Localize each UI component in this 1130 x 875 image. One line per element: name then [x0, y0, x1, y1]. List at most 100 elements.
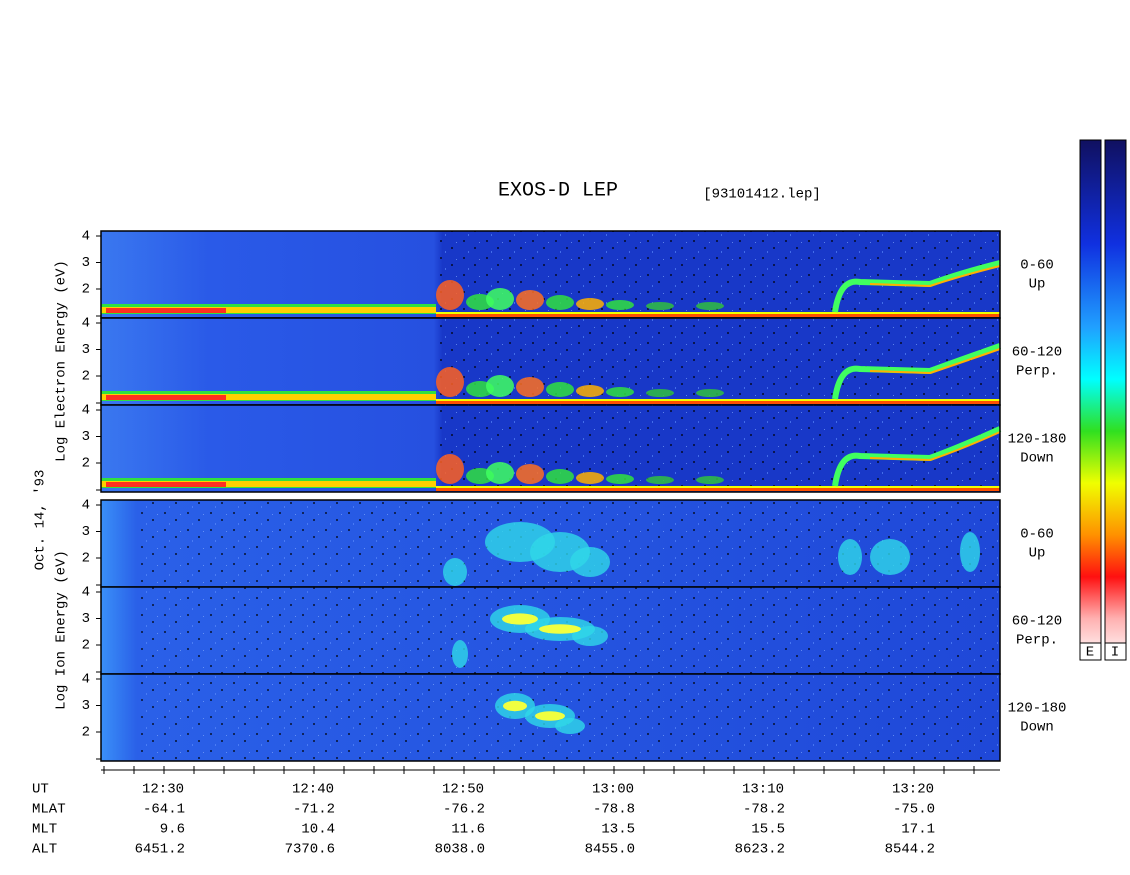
y-tick-label: 3: [82, 698, 90, 714]
row-value: 13:00: [592, 782, 634, 798]
y-tick-label: 2: [82, 369, 90, 385]
row-value: -64.1: [143, 802, 185, 818]
axis-label: Log Ion Energy (eV): [54, 550, 70, 710]
flux-band: [106, 482, 226, 487]
row-value: 12:30: [142, 782, 184, 798]
flux-patch: [870, 539, 910, 575]
flux-band: [101, 394, 436, 400]
colorbar-ion: [1104, 139, 1127, 661]
row-value: 8623.2: [735, 842, 785, 858]
y-tick-label: 2: [82, 638, 90, 654]
direction-label: Down: [1020, 720, 1054, 736]
flux-patch: [838, 539, 862, 575]
row-name: MLAT: [32, 802, 66, 818]
flux-patch: [546, 469, 574, 484]
flux-patch: [572, 626, 608, 646]
row-value: 8455.0: [585, 842, 635, 858]
flux-core: [502, 613, 538, 625]
flux-patch: [576, 472, 604, 484]
flux-band: [106, 395, 226, 400]
flux-band: [106, 308, 226, 313]
flux-patch: [443, 558, 467, 586]
flux-band: [436, 314, 1000, 317]
flux-patch: [555, 718, 585, 734]
angle-label: 120-180: [1008, 432, 1067, 448]
row-value: -78.2: [743, 802, 785, 818]
row-value: 15.5: [751, 822, 785, 838]
y-tick-label: 4: [82, 585, 90, 601]
y-tick-label: 2: [82, 282, 90, 298]
colorbar-electron: [1079, 139, 1102, 661]
flux-patch: [696, 476, 724, 484]
flux-band: [101, 307, 436, 313]
y-tick-label: 3: [82, 342, 90, 358]
colorbar-box: [1079, 642, 1102, 661]
flux-band: [101, 481, 436, 487]
row-value: 12:40: [292, 782, 334, 798]
row-value: 11.6: [451, 822, 485, 838]
date-label: Oct. 14, '93: [33, 470, 49, 571]
direction-label: Up: [1029, 546, 1046, 562]
y-tick-label: 4: [82, 672, 90, 688]
flux-arc: [832, 426, 1002, 487]
panel-frame: [100, 404, 1001, 493]
flux-patch: [696, 302, 724, 310]
flux-patch: [646, 389, 674, 397]
angle-label: 60-120: [1012, 614, 1062, 630]
flux-patch: [546, 295, 574, 310]
flux-patch: [486, 375, 514, 397]
row-name: MLT: [32, 822, 57, 838]
row-value: 9.6: [160, 822, 185, 838]
flux-patch: [606, 387, 634, 397]
y-tick-label: 3: [82, 429, 90, 445]
flux-core: [539, 624, 581, 634]
flux-patch: [606, 474, 634, 484]
y-tick-label: 2: [82, 551, 90, 567]
y-tick-label: 2: [82, 725, 90, 741]
y-tick-label: 4: [82, 316, 90, 332]
flux-patch: [576, 385, 604, 397]
row-value: -75.0: [893, 802, 935, 818]
row-value: 7370.6: [285, 842, 335, 858]
flux-patch: [436, 280, 464, 310]
flux-patch: [516, 290, 544, 310]
flux-arc: [869, 265, 1001, 288]
flux-arc: [869, 348, 1001, 375]
flux-patch: [516, 377, 544, 397]
panel-frame: [100, 673, 1001, 762]
y-tick-label: 2: [82, 456, 90, 472]
flux-patch: [606, 300, 634, 310]
colorbar-label: I: [1111, 645, 1119, 661]
flux-patch: [646, 476, 674, 484]
row-value: 13:20: [892, 782, 934, 798]
row-value: 12:50: [442, 782, 484, 798]
colorbar-box: [1104, 642, 1127, 661]
flux-patch: [516, 464, 544, 484]
flux-patch: [696, 389, 724, 397]
row-value: 13.5: [601, 822, 635, 838]
angle-label: 0-60: [1020, 527, 1054, 543]
flux-patch: [486, 288, 514, 310]
y-tick-label: 4: [82, 498, 90, 514]
flux-band: [436, 401, 1000, 404]
row-value: -71.2: [293, 802, 335, 818]
flux-patch: [436, 367, 464, 397]
row-value: 17.1: [901, 822, 935, 838]
file-name: [93101412.lep]: [703, 187, 821, 203]
axis-label: Log Electron Energy (eV): [54, 260, 70, 462]
flux-band: [436, 488, 1000, 491]
row-value: -78.8: [593, 802, 635, 818]
title: EXOS-D LEP: [498, 179, 618, 202]
colorbar-label: E: [1086, 645, 1094, 661]
flux-patch: [452, 640, 468, 668]
row-name: UT: [32, 782, 49, 798]
row-value: 8544.2: [885, 842, 935, 858]
flux-patch: [646, 302, 674, 310]
y-tick-label: 3: [82, 255, 90, 271]
flux-patch: [486, 462, 514, 484]
direction-label: Up: [1029, 277, 1046, 293]
flux-core: [503, 700, 527, 712]
direction-label: Perp.: [1016, 364, 1058, 380]
flux-arc: [869, 431, 1001, 462]
